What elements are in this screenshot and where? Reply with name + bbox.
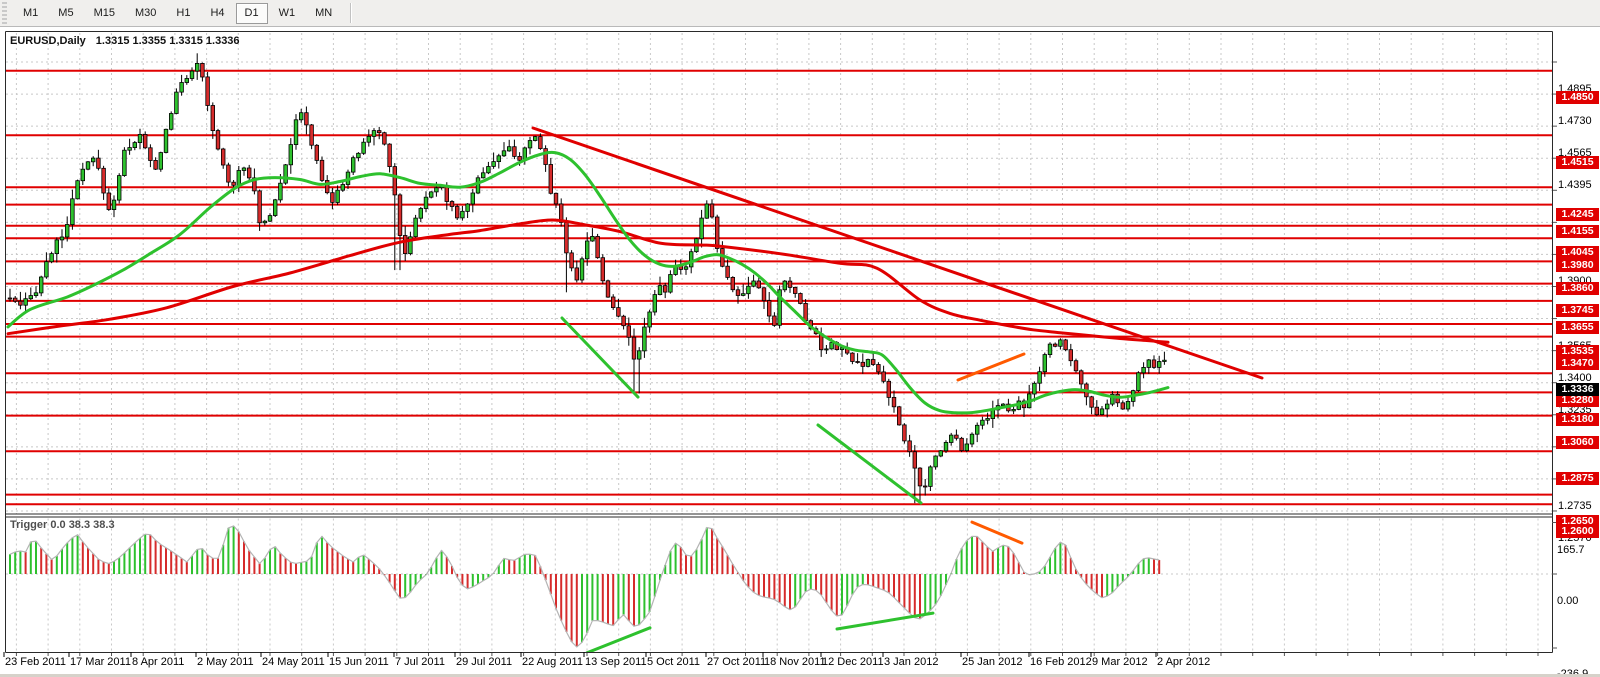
- symbol-period-label: EURUSD,Daily: [10, 35, 86, 47]
- trendline[interactable]: [956, 352, 1026, 382]
- date-label: 15 Jun 2011: [329, 656, 389, 668]
- timeframe-button-m15[interactable]: M15: [93, 6, 115, 19]
- trendline[interactable]: [531, 126, 1264, 380]
- moving-averages-layer[interactable]: [6, 150, 1170, 415]
- date-label: 7 Jul 2011: [395, 656, 445, 668]
- indicator-scale-min: -236.9: [1557, 668, 1589, 677]
- date-label: 17 Mar 2011: [70, 656, 131, 668]
- date-label: 18 Nov 2011: [764, 656, 826, 668]
- ma-fast-line[interactable]: [6, 150, 1170, 415]
- current-price-label: 1.3336: [1556, 382, 1599, 396]
- price-axis-label: 1.2735: [1558, 499, 1592, 512]
- level-price-label: 1.4155: [1556, 225, 1599, 239]
- date-label: 23 Feb 2011: [5, 656, 66, 668]
- level-price-label: 1.3860: [1556, 281, 1599, 295]
- level-lines-layer[interactable]: [6, 69, 1552, 506]
- indicator-label: Trigger 0.0 38.3 38.3: [10, 519, 115, 531]
- level-price-label: 1.3535: [1556, 344, 1599, 358]
- level-price-label: 1.4045: [1556, 246, 1599, 260]
- date-label: 2 Apr 2012: [1157, 656, 1211, 668]
- timeframe-button-m1[interactable]: M1: [23, 6, 39, 19]
- level-price-label: 1.4850: [1556, 91, 1599, 105]
- trendline[interactable]: [816, 423, 923, 505]
- window-bottom-edge: [0, 674, 1600, 677]
- ma-slow-line[interactable]: [6, 218, 1170, 344]
- timeframe-toolbar: M1 M5 M15 M30 H1 H4 D1 W1 MN: [0, 0, 1600, 27]
- level-price-label: 1.3980: [1556, 258, 1599, 272]
- date-label: 29 Jul 2011: [456, 656, 513, 668]
- timeframe-button-m30[interactable]: M30: [134, 6, 157, 19]
- level-price-label: 1.4245: [1556, 207, 1599, 221]
- timeframe-button-h4[interactable]: H4: [210, 6, 225, 19]
- level-price-label: 1.4515: [1556, 155, 1599, 169]
- indicator-trendline[interactable]: [970, 520, 1024, 545]
- level-price-label: 1.2600: [1556, 524, 1599, 538]
- level-price-label: 1.3745: [1556, 304, 1599, 318]
- histogram-layer: [9, 520, 1161, 653]
- indicator-scale-zero: 0.00: [1557, 595, 1579, 607]
- date-label: 8 Apr 2011: [132, 656, 185, 668]
- timeframe-button-d1[interactable]: D1: [235, 2, 268, 24]
- timeframe-buttons: M1 M5 M15 M30 H1 H4 D1 W1 MN: [13, 2, 342, 24]
- level-price-label: 1.3280: [1556, 393, 1599, 407]
- indicator-scale-max: 165.7: [1557, 543, 1585, 556]
- level-price-label: 1.3060: [1556, 436, 1599, 450]
- price-axis-label: 1.3235: [1558, 403, 1592, 416]
- date-label: 12 Dec 2011: [822, 656, 884, 668]
- chart-title: EURUSD,Daily 1.3315 1.3355 1.3315 1.3336: [10, 35, 250, 47]
- indicator-trendline[interactable]: [585, 626, 652, 653]
- toolbar-gripper-handle[interactable]: [2, 2, 7, 24]
- timeframe-button-m5[interactable]: M5: [58, 6, 74, 19]
- date-label: 27 Oct 2011: [707, 656, 767, 668]
- trendlines-layer[interactable]: [531, 126, 1264, 505]
- date-label: 24 May 2011: [262, 656, 325, 668]
- date-label: 16 Feb 2012: [1030, 656, 1092, 668]
- date-label: 3 Jan 2012: [884, 656, 939, 668]
- trendline[interactable]: [560, 316, 640, 399]
- date-label: 2 May 2011: [197, 656, 254, 668]
- date-label: 5 Oct 2011: [647, 656, 700, 668]
- envelope-line: [9, 525, 1160, 648]
- price-axis-label: 1.4395: [1558, 179, 1592, 192]
- price-axis-label: 1.3400: [1558, 371, 1592, 384]
- date-label: 9 Mar 2012: [1092, 656, 1148, 668]
- level-price-label: 1.3655: [1556, 321, 1599, 335]
- level-price-label: 1.3180: [1556, 412, 1599, 426]
- level-price-label: 1.2875: [1556, 471, 1599, 485]
- candles-layer: [7, 53, 1167, 504]
- toolbar-separator: [350, 3, 353, 23]
- date-label: 22 Aug 2011: [522, 656, 583, 668]
- timeframe-button-w1[interactable]: W1: [278, 6, 296, 19]
- candlestick-chart[interactable]: [0, 27, 1600, 677]
- pane-frames: [3, 31, 1557, 657]
- price-axis-label: 1.4730: [1558, 115, 1592, 128]
- chart-area[interactable]: EURUSD,Daily 1.3315 1.3355 1.3315 1.3336 …: [0, 27, 1600, 677]
- ohlc-quote: 1.3315 1.3355 1.3315 1.3336: [95, 35, 240, 47]
- indicator-trendline[interactable]: [835, 611, 935, 631]
- timeframe-button-h1[interactable]: H1: [176, 6, 191, 19]
- timeframe-button-mn[interactable]: MN: [315, 6, 333, 19]
- level-price-label: 1.3470: [1556, 357, 1599, 371]
- date-label: 13 Sep 2011: [585, 656, 647, 668]
- date-label: 25 Jan 2012: [962, 656, 1023, 668]
